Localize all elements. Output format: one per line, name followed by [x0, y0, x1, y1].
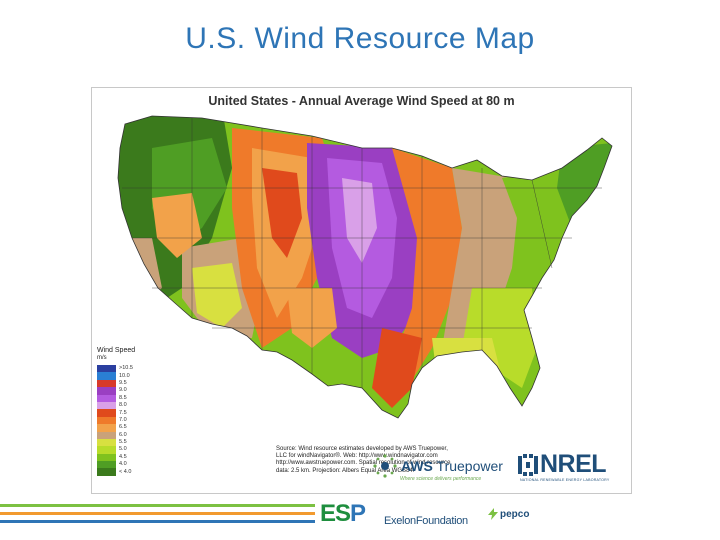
legend-swatch	[97, 394, 116, 402]
legend-label: 4.5	[119, 453, 127, 460]
legend-swatch	[97, 461, 116, 469]
exelon-foundation-logo: ExelonFoundation	[384, 515, 468, 527]
pepco-logo: pepco	[488, 508, 529, 520]
us-outline	[117, 115, 613, 419]
slide-title: U.S. Wind Resource Map	[185, 22, 535, 55]
legend-label: 6.5	[119, 424, 127, 431]
footer	[0, 496, 720, 540]
nrel-name: NREL	[540, 450, 607, 478]
legend-entry: 8.0	[97, 401, 149, 410]
legend-rows: >10.5 10.0 9.5 9.0 8.5 8.0 7.5 7.0 6.5 6.0 5.5 5.0 4…	[97, 365, 149, 476]
state-borders	[122, 118, 602, 388]
legend-label: 5.0	[119, 446, 127, 453]
legend-label: 6.0	[119, 431, 127, 438]
legend-label: 7.5	[119, 409, 127, 416]
legend-entry: 10.0	[97, 372, 149, 380]
legend-swatch	[97, 409, 116, 417]
legend-label: 9.5	[119, 379, 127, 386]
source-note: Source: Wind resource estimates develope…	[276, 446, 538, 493]
nrel-mark-icon	[518, 453, 538, 476]
legend-swatch	[97, 438, 116, 447]
source-line: LLC for windNavigator®. Web: http://www.…	[276, 453, 438, 460]
legend-swatch	[97, 453, 116, 462]
legend-entry: 8.5	[97, 394, 149, 402]
esp-text-es: ES	[320, 500, 351, 527]
legend-label: 8.0	[119, 402, 127, 409]
legend-label: 9.0	[119, 387, 127, 394]
legend-swatch	[97, 379, 116, 388]
legend-entry: 5.0	[97, 446, 149, 454]
legend-label: 10.0	[119, 372, 130, 379]
legend-title: Wind Speed	[97, 347, 136, 354]
legend-label: >10.5	[119, 365, 133, 372]
legend-entry: 7.0	[97, 416, 149, 425]
legend-swatch	[97, 387, 116, 395]
legend-label: < 4.0	[119, 468, 132, 475]
nrel-subtitle: NATIONAL RENEWABLE ENERGY LABORATORY	[520, 478, 610, 482]
legend-entry: 9.5	[97, 379, 149, 388]
legend-units: m/s	[97, 355, 107, 361]
legend-entry: 4.0	[97, 461, 149, 469]
legend-label: 8.5	[119, 394, 127, 401]
aws-prefix: AWS	[401, 458, 433, 474]
legend-entry: 9.0	[97, 387, 149, 395]
map-regions	[118, 116, 612, 418]
legend-entry: 6.0	[97, 431, 149, 439]
legend-swatch	[97, 416, 116, 425]
legend-swatch	[97, 372, 116, 380]
aws-truepower-logo: AWS Truepower	[372, 453, 503, 479]
wind-map-image: United States - Annual Average Wind Spee…	[91, 87, 632, 494]
esp-text-p: P	[350, 500, 366, 527]
nrel-logo: NREL	[518, 450, 607, 479]
us-wind-speed-map	[117, 115, 613, 419]
legend-swatch	[97, 446, 116, 454]
aws-name: Truepower	[436, 458, 503, 474]
legend-swatch	[97, 468, 116, 476]
legend-entry: 4.5	[97, 453, 149, 462]
footer-stripes	[0, 504, 315, 523]
legend-swatch	[97, 431, 116, 439]
legend-entry: 7.5	[97, 409, 149, 417]
legend-entry: 5.5	[97, 438, 149, 447]
map-heading: United States - Annual Average Wind Spee…	[208, 94, 515, 108]
legend-label: 5.5	[119, 439, 127, 446]
aws-tagline: Where science delivers performance	[400, 476, 482, 482]
source-line: http://www.awstruepower.com. Spatial res…	[276, 460, 451, 467]
legend-entry: >10.5	[97, 365, 149, 373]
esp-logo: ESP	[320, 500, 366, 528]
legend-entry: < 4.0	[97, 468, 149, 476]
source-line: data: 2.5 km. Projection: Albers Equal A…	[276, 467, 415, 474]
source-line: Source: Wind resource estimates develope…	[276, 446, 448, 452]
legend-label: 4.0	[119, 461, 127, 468]
legend-swatch	[97, 424, 116, 432]
legend-swatch	[97, 365, 116, 373]
wind-speed-legend: Wind Speed m/s >10.5 10.0 9.5 9.0 8.5 8.0 7.5 7…	[97, 347, 149, 476]
pepco-bolt-icon	[488, 508, 498, 520]
pepco-name: pepco	[500, 508, 530, 520]
legend-label: 7.0	[119, 416, 127, 423]
legend-swatch	[97, 401, 116, 410]
aws-sunburst-icon	[373, 454, 397, 478]
legend-entry: 6.5	[97, 424, 149, 432]
